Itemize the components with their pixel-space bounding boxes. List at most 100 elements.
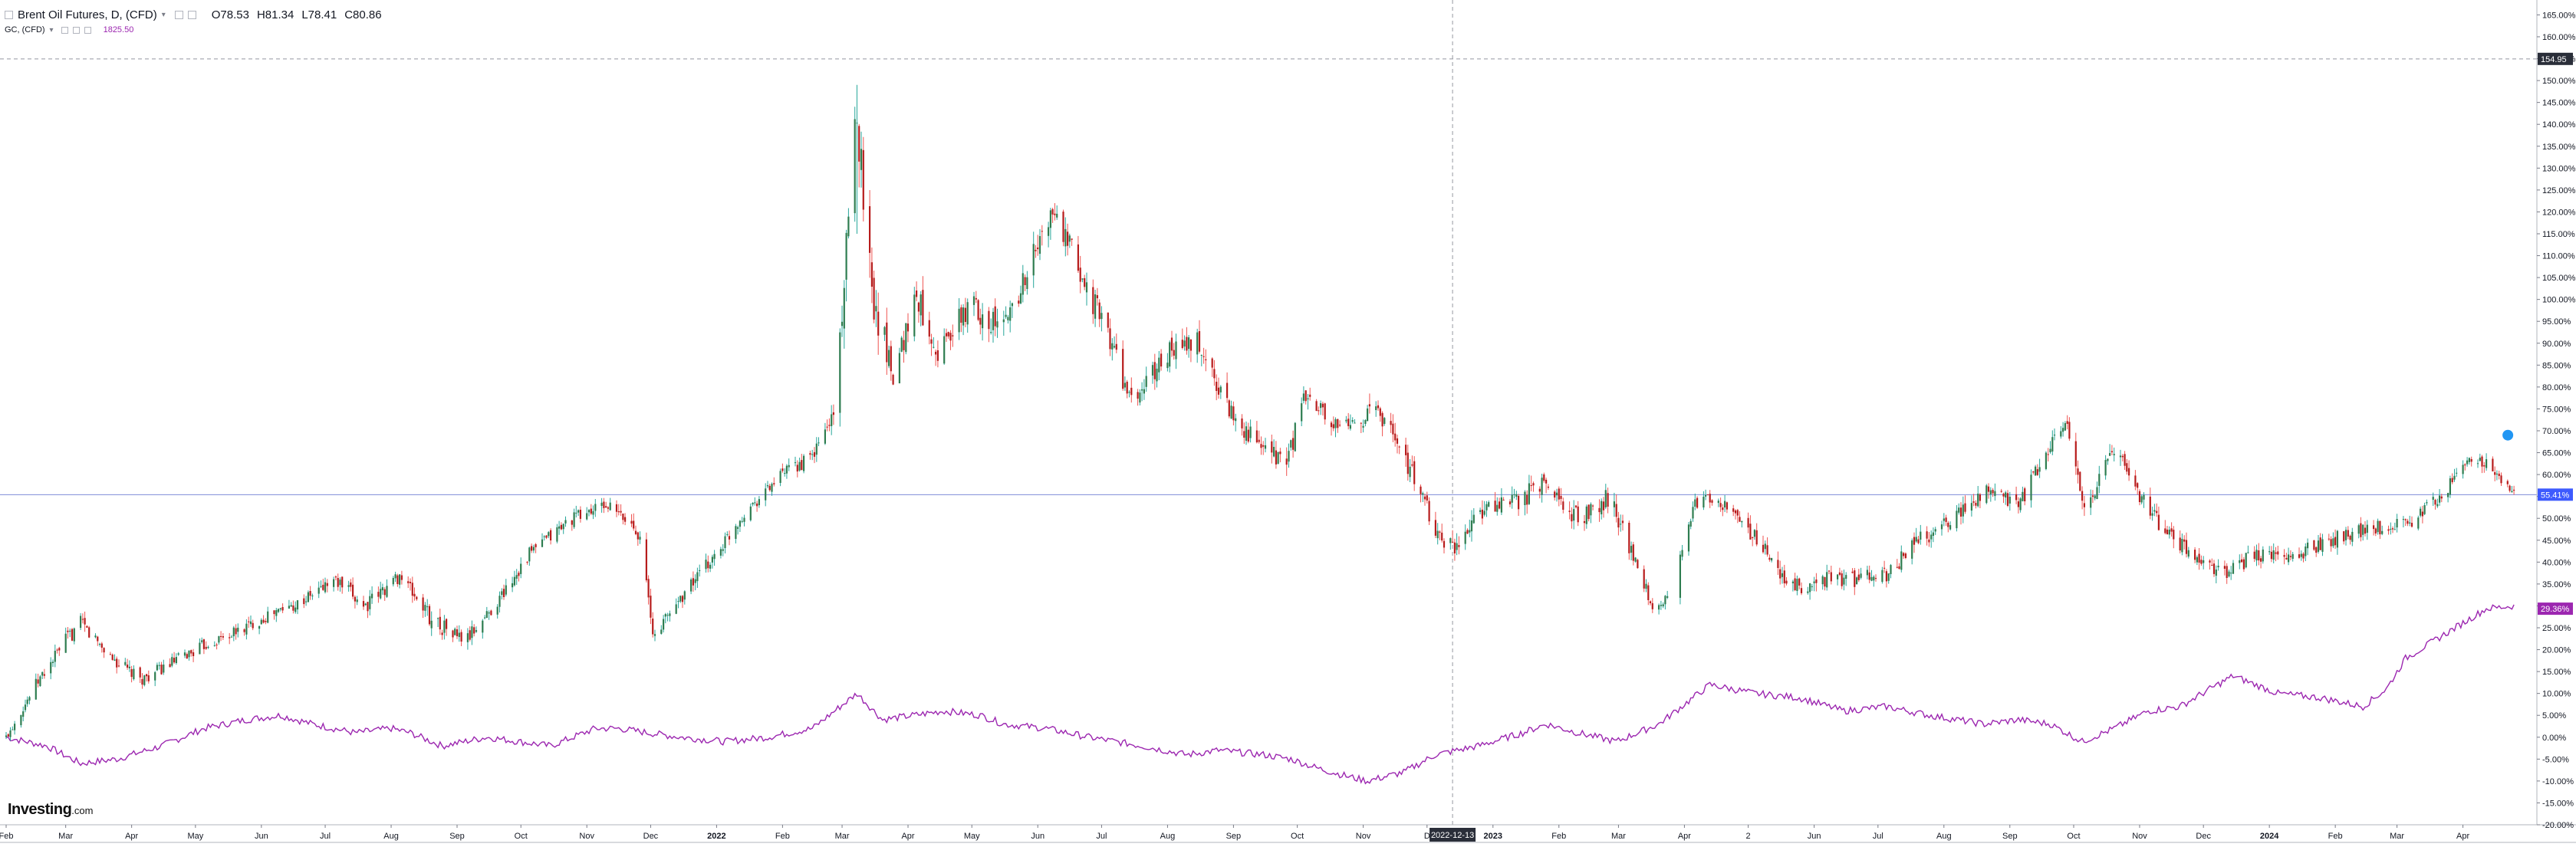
- candle-body: [416, 596, 418, 599]
- candle-body: [35, 678, 37, 700]
- candle-body: [756, 503, 758, 507]
- candle-body: [1598, 507, 1601, 513]
- candle-body: [1543, 474, 1545, 481]
- candle-body: [469, 630, 471, 640]
- settings-square-icon[interactable]: [61, 26, 68, 34]
- remove-square-icon[interactable]: [84, 26, 91, 34]
- candle-body: [949, 333, 952, 341]
- candle-body: [1406, 452, 1409, 474]
- hide-square-icon[interactable]: [72, 26, 80, 34]
- candle-body: [696, 572, 699, 582]
- candle-body: [1903, 553, 1905, 556]
- candle-body: [367, 602, 369, 612]
- candle-body: [1826, 572, 1828, 588]
- y-tick-label: 105.00%: [2542, 274, 2576, 283]
- candle-body: [24, 704, 27, 711]
- collapse-toggle-icon[interactable]: [5, 10, 13, 19]
- candle-body: [1651, 602, 1653, 609]
- candle-body: [2360, 523, 2362, 537]
- candle-body: [2456, 472, 2458, 474]
- candle-body: [607, 507, 609, 509]
- candle-body: [1821, 576, 1824, 585]
- candle-body: [9, 730, 12, 737]
- candle-body: [1694, 499, 1696, 507]
- candle-body: [1649, 601, 1652, 603]
- candle-body: [1979, 494, 1981, 501]
- compare-series-legend[interactable]: GC, (CFD) ▾ 1825.50: [5, 23, 382, 37]
- main-series-title[interactable]: Brent Oil Futures, D, (CFD): [18, 8, 157, 21]
- candle-body: [2110, 451, 2113, 453]
- settings-square-icon[interactable]: [174, 10, 183, 19]
- candle-body: [1181, 340, 1183, 348]
- main-series-legend[interactable]: Brent Oil Futures, D, (CFD) ▾ O78.53 H81…: [5, 6, 382, 23]
- candle-body: [50, 662, 52, 674]
- candle-body: [2173, 530, 2175, 540]
- candle-body: [2258, 550, 2260, 561]
- candle-body: [1613, 501, 1615, 507]
- candle-body: [1141, 389, 1143, 391]
- candle-body: [426, 606, 429, 608]
- candle-body: [2407, 520, 2409, 524]
- candle-body: [2232, 563, 2235, 574]
- candle-body: [579, 510, 581, 519]
- compare-series-title[interactable]: GC, (CFD): [5, 25, 45, 34]
- candle-body: [2090, 497, 2092, 508]
- candle-body: [615, 504, 618, 512]
- time-axis[interactable]: Feb Mar Apr May Jun Jul Aug Sep Oct Nov Dec 2022 Feb…: [0, 825, 2469, 841]
- candle-body: [796, 465, 798, 472]
- candle-body: [765, 488, 767, 501]
- candle-body: [675, 604, 677, 614]
- candle-body: [1071, 238, 1073, 240]
- candle-body: [2015, 494, 2018, 501]
- candle-body: [1703, 497, 1705, 507]
- candle-body: [801, 460, 803, 471]
- candle-body: [947, 332, 949, 337]
- x-tick-label: Jul: [1873, 832, 1883, 841]
- candle-body: [1205, 359, 1207, 360]
- candle-body: [147, 675, 150, 681]
- candle-body: [386, 586, 388, 597]
- candle-body: [1364, 420, 1367, 424]
- candle-body: [752, 503, 754, 504]
- candle-body: [2168, 530, 2170, 535]
- candle-body: [1630, 546, 1633, 553]
- candle-body: [1038, 236, 1041, 254]
- hide-square-icon[interactable]: [187, 10, 196, 19]
- candle-body: [1107, 312, 1109, 328]
- candle-body: [1330, 422, 1333, 428]
- candle-body: [2374, 528, 2377, 533]
- candle-body: [2226, 566, 2228, 578]
- x-tick-label: Dec: [643, 832, 659, 841]
- candle-body: [2315, 547, 2318, 553]
- candle-body: [2483, 465, 2486, 467]
- x-tick-label: Oct: [1291, 832, 1304, 841]
- candle-body: [2453, 475, 2456, 480]
- x-tick-label: Jun: [1808, 832, 1821, 841]
- candle-body: [843, 287, 845, 329]
- candle-body: [1175, 341, 1177, 359]
- candle-body: [1334, 419, 1337, 428]
- candle-body: [1409, 466, 1411, 478]
- candle-body: [2008, 497, 2011, 504]
- candle-body: [430, 620, 433, 629]
- candle-body: [1604, 490, 1607, 507]
- x-tick-label: May: [187, 832, 203, 841]
- candle-body: [265, 621, 267, 622]
- chevron-down-icon[interactable]: ▾: [49, 25, 54, 34]
- candle-body: [2241, 559, 2243, 563]
- candle-body: [1664, 596, 1666, 605]
- chevron-down-icon[interactable]: ▾: [161, 10, 166, 19]
- candle-body: [1332, 424, 1334, 428]
- candle-body: [692, 578, 694, 586]
- candle-body: [1518, 495, 1520, 510]
- candle-body: [1762, 544, 1765, 553]
- candle-body: [2506, 481, 2509, 484]
- candle-body: [541, 539, 544, 547]
- candle-body: [2096, 487, 2098, 499]
- candle-body: [2351, 531, 2354, 542]
- candle-body: [1009, 307, 1012, 321]
- candle-body: [86, 625, 88, 628]
- candle-body: [550, 530, 552, 540]
